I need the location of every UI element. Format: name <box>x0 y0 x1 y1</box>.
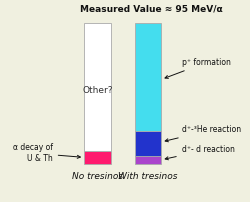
Text: α decay of
U & Th: α decay of U & Th <box>13 143 80 163</box>
Bar <box>84 151 110 164</box>
Text: With tresinos: With tresinos <box>118 172 178 181</box>
Bar <box>135 156 162 164</box>
Text: d⁺-³He reaction: d⁺-³He reaction <box>165 125 241 142</box>
Text: p⁺ formation: p⁺ formation <box>165 58 230 78</box>
Text: Other?: Other? <box>82 86 113 95</box>
Text: d⁺- d reaction: d⁺- d reaction <box>165 145 234 160</box>
Text: No tresinos: No tresinos <box>72 172 123 181</box>
Bar <box>84 23 110 151</box>
Bar <box>135 23 162 131</box>
Bar <box>135 131 162 156</box>
Title: Measured Value ≈ 95 MeV/α: Measured Value ≈ 95 MeV/α <box>80 5 223 14</box>
